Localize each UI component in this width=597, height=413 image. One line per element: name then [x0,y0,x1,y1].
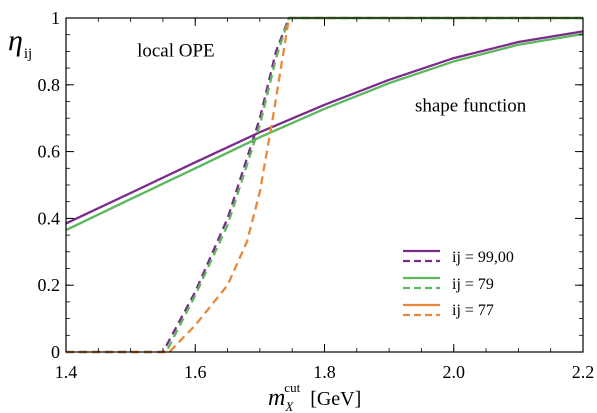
x-tick-label: 2.0 [443,362,466,382]
legend-entry-99-00: ij = 99,00 [403,249,514,266]
legend-entry-77: ij = 77 [403,302,494,319]
local-ope-annotation: local OPE [137,40,215,61]
x-tick-label: 1.8 [313,362,336,382]
y-tick-label: 0.2 [38,275,61,295]
series-line-0 [65,30,584,225]
tick-labels-layer: 1.4 1.6 1.8 2.0 2.2 0 0.2 0.4 0.6 0.8 1 [38,8,595,382]
series-line-1 [66,16,583,354]
x-axis-label: mXcut[GeV] [268,380,361,413]
y-tick-label: 0.4 [38,208,61,228]
legend-label-77: ij = 77 [452,302,494,319]
legend-entry-79: ij = 79 [403,276,494,293]
ticks-layer [65,17,584,353]
plot-frame [65,17,584,353]
legend-label-79: ij = 79 [452,276,494,293]
x-tick-label: 1.6 [184,362,207,382]
y-tick-label: 0.6 [38,142,61,162]
y-tick-label: 1 [51,8,60,28]
series-layer [65,16,584,354]
series-line-3 [66,16,583,354]
x-tick-label: 2.2 [572,362,595,382]
shape-function-annotation: shape function [415,96,527,117]
series-line-2 [65,32,584,232]
y-tick-label: 0 [51,342,60,362]
y-tick-label: 0.8 [38,75,61,95]
series-line-4 [66,16,583,354]
y-axis-label: ηij [8,24,32,62]
x-tick-label: 1.4 [55,362,78,382]
legend-label-99-00: ij = 99,00 [452,249,514,266]
legend: ij = 99,00 ij = 79 ij = 77 [403,249,514,319]
